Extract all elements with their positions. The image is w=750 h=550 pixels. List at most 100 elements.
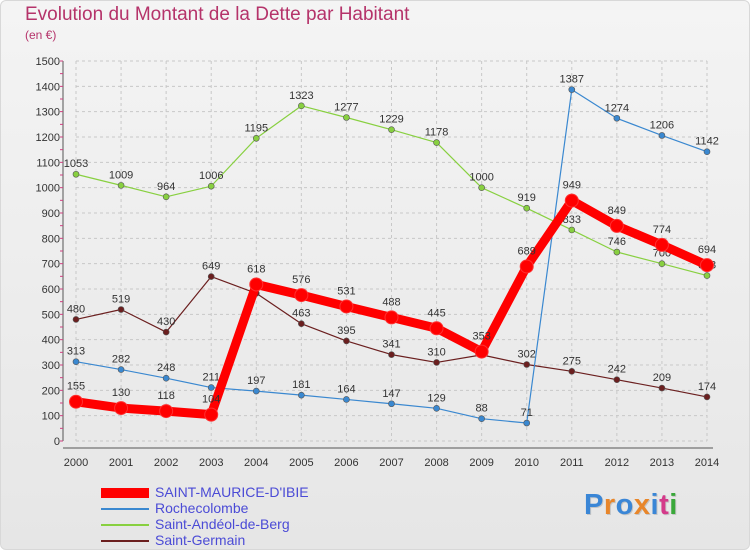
data-point bbox=[609, 218, 624, 233]
data-point bbox=[523, 419, 531, 427]
data-point bbox=[703, 393, 711, 401]
data-point bbox=[117, 366, 125, 373]
data-label: 649 bbox=[202, 261, 220, 273]
legend-label: Rochecolombe bbox=[155, 500, 249, 516]
chart-title: Evolution du Montant de la Dette par Hab… bbox=[25, 4, 410, 25]
data-point bbox=[433, 359, 440, 366]
data-label: 313 bbox=[67, 346, 85, 358]
data-point bbox=[568, 86, 576, 93]
data-label: 445 bbox=[427, 307, 445, 319]
data-point bbox=[343, 396, 350, 403]
data-label: 129 bbox=[427, 392, 445, 404]
logo-letter: i bbox=[669, 489, 678, 521]
data-point bbox=[343, 337, 350, 345]
legend-swatch bbox=[101, 524, 149, 526]
data-point bbox=[384, 310, 399, 325]
data-label: 463 bbox=[292, 308, 310, 320]
data-point bbox=[249, 277, 264, 292]
y-tick-label: 800 bbox=[42, 233, 60, 245]
data-label: 1053 bbox=[64, 158, 88, 170]
y-tick-label: 300 bbox=[42, 360, 60, 372]
data-label: 118 bbox=[157, 390, 175, 402]
data-label: 341 bbox=[382, 339, 400, 351]
x-tick-label: 2002 bbox=[154, 457, 178, 469]
data-label: 774 bbox=[653, 224, 671, 236]
data-label: 130 bbox=[112, 387, 130, 399]
y-tick-label: 1100 bbox=[36, 157, 60, 169]
data-point bbox=[117, 182, 125, 189]
data-label: 242 bbox=[608, 364, 626, 376]
x-tick-label: 2013 bbox=[650, 457, 674, 469]
legend-item-saint-germain: Saint-Germain bbox=[101, 532, 361, 549]
data-label: 488 bbox=[382, 296, 400, 308]
data-point bbox=[613, 376, 621, 383]
y-tick-label: 1200 bbox=[36, 132, 60, 144]
x-tick-label: 2014 bbox=[695, 457, 719, 469]
data-label: 746 bbox=[608, 236, 626, 248]
logo-letter: i bbox=[650, 489, 660, 521]
data-label: 395 bbox=[337, 325, 355, 337]
legend-item-rochecolombe: Rochecolombe bbox=[101, 500, 361, 517]
data-label: 282 bbox=[112, 354, 130, 366]
data-point bbox=[298, 391, 305, 399]
data-label: 211 bbox=[202, 372, 220, 384]
data-label: 964 bbox=[157, 181, 175, 193]
x-tick-label: 2011 bbox=[560, 457, 584, 469]
data-label: 248 bbox=[157, 362, 175, 374]
x-tick-label: 2009 bbox=[469, 457, 493, 469]
logo-letter: r bbox=[603, 489, 616, 521]
data-label: 531 bbox=[337, 285, 355, 297]
data-point bbox=[343, 114, 350, 121]
data-label: 1006 bbox=[199, 170, 223, 182]
data-point bbox=[478, 184, 485, 191]
data-label: 353 bbox=[472, 331, 490, 343]
data-label: 275 bbox=[563, 355, 581, 367]
data-point bbox=[519, 259, 534, 274]
data-label: 1178 bbox=[425, 127, 449, 139]
y-tick-label: 100 bbox=[42, 411, 60, 423]
proxiti-logo: Proxiti bbox=[584, 489, 678, 522]
data-label: 155 bbox=[67, 381, 85, 393]
logo-letter: o bbox=[615, 489, 634, 521]
data-label: 519 bbox=[112, 294, 130, 306]
y-tick-label: 500 bbox=[42, 309, 60, 321]
data-point bbox=[207, 273, 215, 280]
data-label: 480 bbox=[67, 303, 85, 315]
data-label: 833 bbox=[563, 214, 581, 226]
data-label: 1277 bbox=[334, 101, 358, 113]
data-point bbox=[523, 361, 531, 368]
x-tick-label: 2005 bbox=[289, 457, 313, 469]
legend-swatch bbox=[101, 508, 149, 510]
data-label: 430 bbox=[157, 316, 175, 328]
data-point bbox=[658, 260, 666, 267]
logo-letter: t bbox=[659, 489, 670, 521]
y-tick-label: 900 bbox=[42, 208, 60, 220]
data-point bbox=[523, 204, 531, 212]
y-tick-label: 1000 bbox=[36, 183, 60, 195]
data-label: 1009 bbox=[109, 169, 133, 181]
data-label: 1000 bbox=[469, 172, 493, 184]
legend: SAINT-MAURICE-D'IBIE Rochecolombe Saint-… bbox=[101, 484, 361, 549]
logo-letter: P bbox=[584, 489, 604, 521]
legend-label: SAINT-MAURICE-D'IBIE bbox=[155, 484, 309, 500]
data-label: 1195 bbox=[244, 122, 268, 134]
x-tick-label: 2008 bbox=[424, 457, 448, 469]
data-label: 310 bbox=[427, 346, 445, 358]
legend-label: Saint-Andéol-de-Berg bbox=[155, 516, 290, 532]
data-point bbox=[207, 384, 215, 391]
data-label: 849 bbox=[608, 205, 626, 217]
data-label: 197 bbox=[247, 375, 265, 387]
data-label: 1229 bbox=[379, 114, 403, 126]
data-point bbox=[294, 288, 309, 303]
data-point bbox=[72, 316, 80, 323]
x-tick-label: 2012 bbox=[605, 457, 629, 469]
data-point bbox=[207, 182, 215, 190]
x-tick-label: 2007 bbox=[379, 457, 403, 469]
x-tick-label: 2003 bbox=[199, 457, 223, 469]
data-point bbox=[654, 237, 669, 252]
data-point bbox=[703, 148, 711, 155]
data-label: 1274 bbox=[605, 102, 629, 114]
logo-letter: x bbox=[633, 489, 651, 521]
data-point bbox=[429, 321, 444, 336]
data-point bbox=[162, 328, 170, 336]
